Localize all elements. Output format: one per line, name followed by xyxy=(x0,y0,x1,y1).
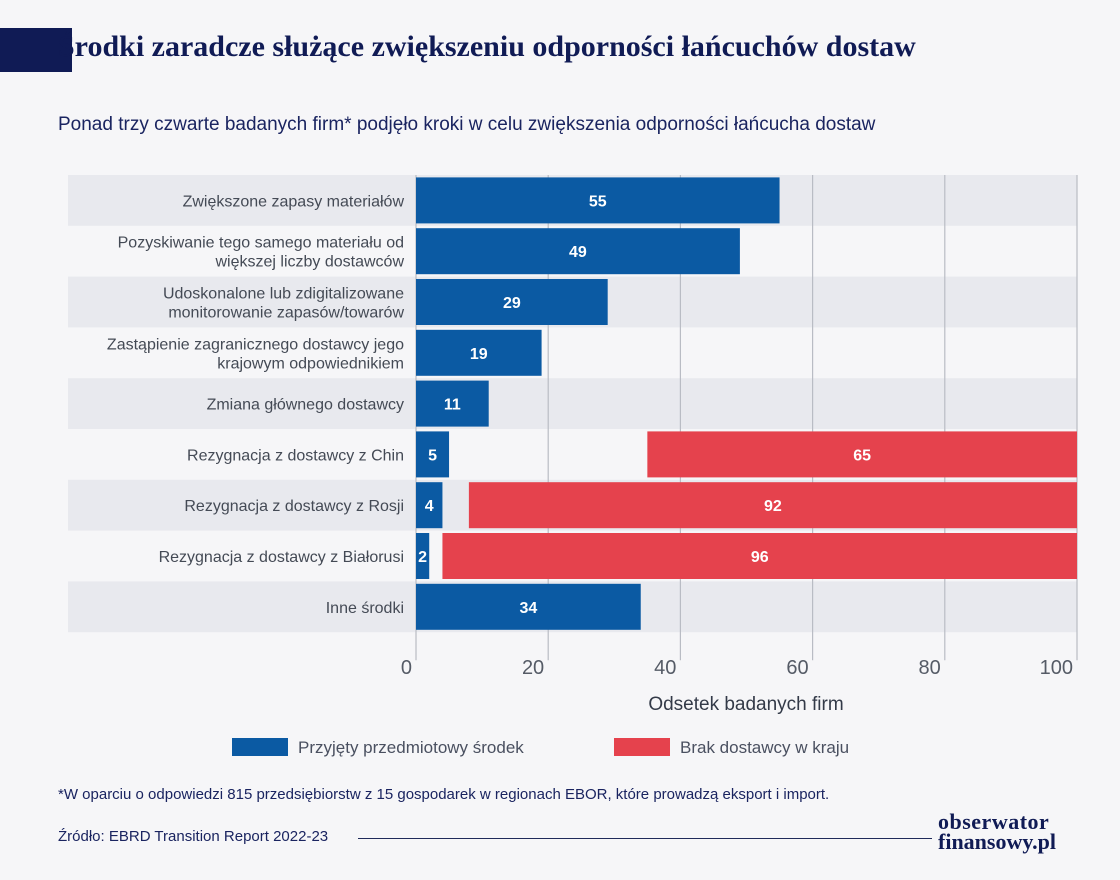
bar-adopted xyxy=(416,533,430,579)
x-tick-label: 100 xyxy=(1040,657,1073,679)
footnote: *W oparciu o odpowiedzi 815 przedsiębior… xyxy=(58,786,830,803)
legend-swatch-adopted xyxy=(232,738,288,756)
category-label: Zwiększone zapasy materiałów xyxy=(183,193,405,210)
title-accent-bar xyxy=(0,28,72,72)
bar-adopted xyxy=(416,329,542,376)
data-label-adopted: 34 xyxy=(519,600,537,617)
legend-label-adopted: Przyjęty przedmiotowy środek xyxy=(298,738,524,757)
data-label-adopted: 5 xyxy=(428,447,437,464)
x-tick-label: 60 xyxy=(786,657,808,679)
category-label: Rezygnacja z dostawcy z Rosji xyxy=(184,498,404,515)
data-label-no-domestic-supplier: 92 xyxy=(764,498,782,515)
bar-adopted xyxy=(416,279,608,325)
bar-adopted xyxy=(416,177,780,224)
x-tick-label: 0 xyxy=(401,657,412,679)
x-axis-title: Odsetek badanych firm xyxy=(648,694,843,715)
data-label-adopted: 49 xyxy=(569,244,587,261)
page-title: Środki zaradcze służące zwiększeniu odpo… xyxy=(58,30,916,63)
brand-logo: obserwator finansowy.pl xyxy=(938,809,1088,854)
bar-no-domestic-supplier xyxy=(647,431,1077,478)
category-label: Udoskonalone lub zdigitalizowane monitoro… xyxy=(163,286,404,322)
bar-adopted xyxy=(416,583,641,630)
logo-line-2: finansowy.pl xyxy=(938,829,1056,854)
bar-no-domestic-supplier xyxy=(442,533,1077,579)
data-label-adopted: 11 xyxy=(444,397,461,414)
source-divider xyxy=(358,838,932,839)
bar-adopted xyxy=(416,228,740,275)
x-tick-label: 40 xyxy=(654,657,676,679)
bar-adopted xyxy=(416,482,443,529)
category-label: Zastąpienie zagranicznego dostawcy jego k… xyxy=(107,336,404,372)
data-label-adopted: 2 xyxy=(418,549,427,566)
legend-swatch-no-domestic-supplier xyxy=(614,738,670,756)
category-label: Pozyskiwanie tego samego materiału od wię… xyxy=(118,235,405,271)
data-label-adopted: 19 xyxy=(470,346,488,363)
x-tick-label: 20 xyxy=(522,657,544,679)
data-label-adopted: 55 xyxy=(589,193,607,210)
category-label: Zmiana głównego dostawcy xyxy=(207,397,404,414)
legend-label-no-domestic-supplier: Brak dostawcy w kraju xyxy=(680,738,849,757)
category-label: Rezygnacja z dostawcy z Chin xyxy=(187,447,404,464)
bar-adopted xyxy=(416,431,450,478)
data-label-adopted: 29 xyxy=(503,295,521,312)
bar-chart: 55 Zwiększone zapasy materiałów 49 Pozyskiw… xyxy=(68,175,1078,757)
x-tick-label: 80 xyxy=(919,657,941,679)
logo-line-1: obserwator xyxy=(938,809,1050,834)
data-label-adopted: 4 xyxy=(425,498,434,515)
row-band xyxy=(68,378,1077,429)
category-label: Inne środki xyxy=(326,600,404,617)
source-note: Źródło: EBRD Transition Report 2022-23 xyxy=(58,828,329,845)
bar-no-domestic-supplier xyxy=(468,482,1077,529)
chart-subtitle: Ponad trzy czwarte badanych firm* podjęł… xyxy=(58,114,876,135)
data-label-no-domestic-supplier: 96 xyxy=(751,549,769,566)
category-label: Rezygnacja z dostawcy z Białorusi xyxy=(159,549,404,566)
bar-adopted xyxy=(416,380,489,427)
data-label-no-domestic-supplier: 65 xyxy=(853,447,871,464)
